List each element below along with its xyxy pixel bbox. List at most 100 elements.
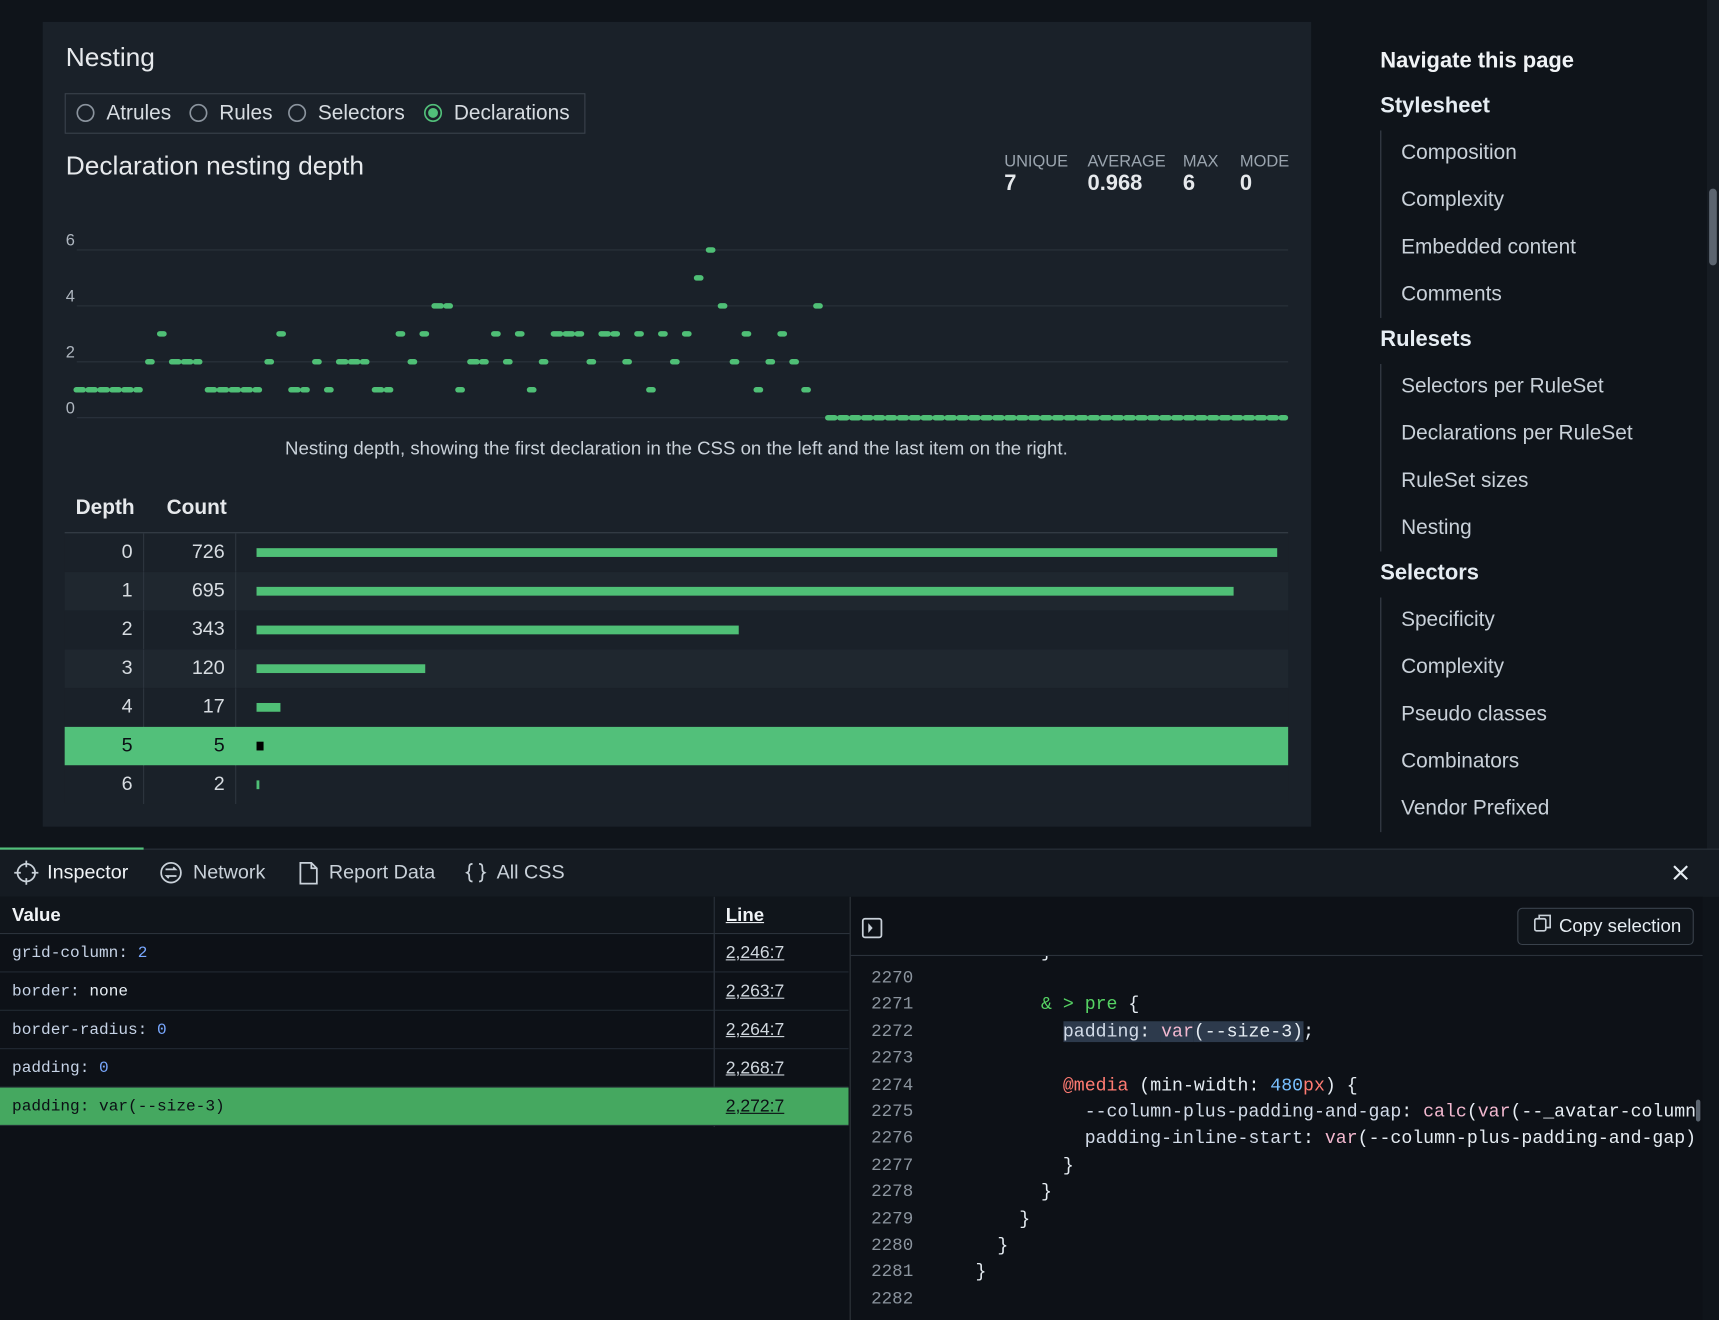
depth-dot	[121, 387, 134, 392]
code-line: & > pre {	[932, 994, 1139, 1015]
property-name: border:	[12, 983, 80, 1001]
depth-dot	[765, 359, 775, 364]
line-link[interactable]: 2,272:7	[726, 1097, 785, 1117]
radio-button[interactable]	[289, 105, 305, 121]
depth-dot	[431, 303, 444, 308]
depth-dot	[348, 359, 361, 364]
inspector-row[interactable]	[0, 1049, 849, 1087]
code-token: & > pre	[1041, 994, 1117, 1015]
radio-label[interactable]: Rules	[219, 102, 272, 125]
nav-link[interactable]: Vendor Prefixed	[1401, 797, 1549, 821]
column-divider	[714, 1011, 715, 1049]
depth-dot	[873, 415, 886, 420]
depth-dot	[849, 415, 862, 420]
depth-dot	[85, 387, 98, 392]
code-token: calc	[1423, 1101, 1467, 1122]
depth-dot	[515, 331, 525, 336]
depth-dot	[157, 331, 167, 336]
code-token	[932, 1128, 1085, 1149]
depth-dot	[336, 359, 349, 364]
nav-section[interactable]: Stylesheet	[1380, 94, 1490, 119]
report-icon	[300, 863, 316, 884]
devtools-tab[interactable]: Network	[193, 861, 265, 884]
depth-dot	[1195, 415, 1208, 420]
column-divider	[714, 1049, 715, 1087]
count-bar	[257, 664, 426, 673]
close-button[interactable]	[1674, 866, 1687, 879]
depth-dot	[730, 359, 740, 364]
code-line: }	[932, 1182, 1052, 1203]
depth-dot	[360, 359, 370, 364]
depth-dot	[813, 303, 823, 308]
depth-dot	[491, 331, 501, 336]
depth-dot	[789, 359, 799, 364]
depth-dot	[1147, 415, 1160, 420]
y-tick-label: 0	[66, 399, 75, 417]
nav-link[interactable]: Embedded content	[1401, 236, 1576, 260]
property-name: grid-column:	[12, 945, 128, 963]
nav-link[interactable]: Composition	[1401, 141, 1517, 165]
nav-link[interactable]: Complexity	[1401, 189, 1504, 213]
depth-dot	[193, 359, 203, 364]
depth-dot	[1171, 415, 1184, 420]
count-bar	[257, 587, 1234, 596]
depth-dot	[968, 415, 981, 420]
radio-button[interactable]	[190, 105, 206, 121]
toggle-sidebar-icon[interactable]	[863, 919, 882, 938]
nav-link[interactable]: Nesting	[1401, 516, 1472, 540]
devtools-tab[interactable]: Report Data	[329, 861, 435, 884]
nav-link[interactable]: Complexity	[1401, 656, 1504, 680]
line-link[interactable]: 2,246:7	[726, 944, 785, 964]
devtools-tab[interactable]: Inspector	[47, 861, 128, 884]
nav-link[interactable]: RuleSet sizes	[1401, 469, 1528, 493]
depth-dot	[563, 331, 576, 336]
copy-button-label[interactable]: Copy selection	[1559, 915, 1681, 937]
depth-dot	[1099, 415, 1112, 420]
column-header[interactable]: Line	[726, 904, 764, 926]
nav-rule	[1380, 598, 1381, 833]
radio-label[interactable]: Declarations	[454, 102, 570, 125]
stat-value: 0.968	[1088, 170, 1143, 195]
devtools-tab[interactable]: All CSS	[497, 861, 565, 884]
depth-label: 0	[122, 541, 133, 563]
nav-link[interactable]: Pseudo classes	[1401, 703, 1547, 727]
nav-link[interactable]: Selectors per RuleSet	[1401, 375, 1604, 399]
line-number: 2274	[851, 1075, 913, 1095]
depth-dot	[658, 331, 668, 336]
nav-section[interactable]: Selectors	[1380, 561, 1479, 586]
y-tick-label: 2	[66, 343, 75, 361]
radio-dot	[428, 108, 438, 118]
code-token: var	[1161, 1021, 1194, 1042]
count-bar	[257, 548, 1278, 557]
line-link[interactable]: 2,264:7	[726, 1021, 785, 1041]
code-view: 2269 }22702271 & > pre {2272 padding: va…	[851, 956, 1695, 1320]
code-token: }	[932, 1182, 1052, 1203]
depth-dot	[1255, 415, 1268, 420]
depth-dot	[837, 415, 850, 420]
code-token: (--size-3)	[1194, 1021, 1303, 1042]
depth-dot	[801, 387, 811, 392]
table-row	[65, 688, 1288, 726]
nav-link[interactable]: Combinators	[1401, 750, 1519, 774]
depth-dot	[992, 415, 1005, 420]
radio-label[interactable]: Selectors	[318, 102, 405, 125]
nav-link[interactable]: Comments	[1401, 283, 1502, 307]
radio-label[interactable]: Atrules	[106, 102, 171, 125]
depth-dot	[944, 415, 957, 420]
code-token: }	[932, 956, 1052, 962]
code-token: }	[932, 1262, 987, 1283]
count-label: 726	[192, 541, 225, 563]
depth-dot	[956, 415, 969, 420]
line-link[interactable]: 2,268:7	[726, 1059, 785, 1079]
depth-dot	[133, 387, 143, 392]
depth-dot	[1052, 415, 1065, 420]
nav-section[interactable]: Rulesets	[1380, 327, 1471, 352]
radio-button[interactable]	[77, 105, 93, 121]
code-line: }	[932, 1208, 1030, 1229]
value-cell: grid-column: 2	[12, 945, 147, 963]
nav-link[interactable]: Declarations per RuleSet	[1401, 422, 1633, 446]
value-cell: border-radius: 0	[12, 1022, 167, 1040]
nav-link[interactable]: Specificity	[1401, 608, 1495, 632]
line-link[interactable]: 2,263:7	[726, 982, 785, 1002]
code-scroll-thumb[interactable]	[1696, 1100, 1700, 1122]
